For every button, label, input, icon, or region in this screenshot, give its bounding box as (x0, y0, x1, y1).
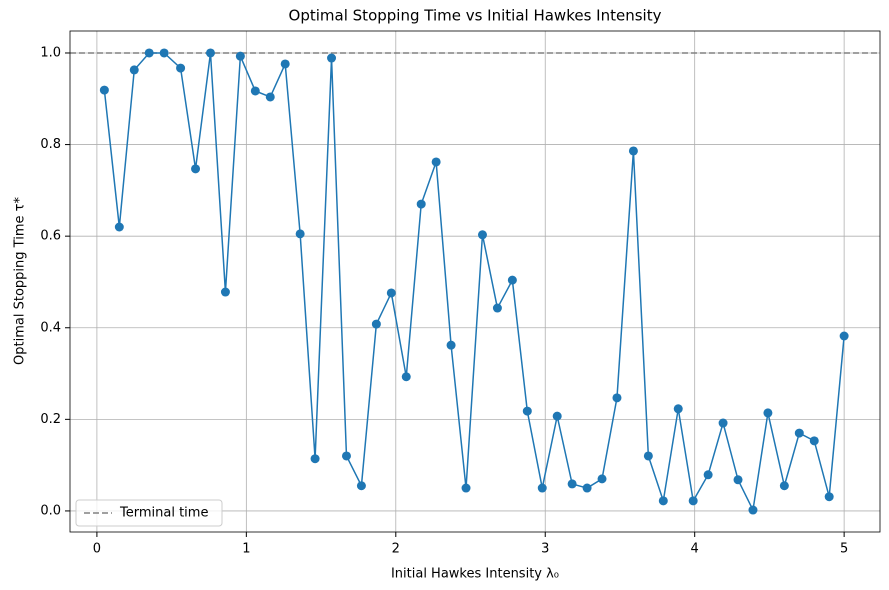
data-point (356, 481, 366, 491)
data-point (522, 406, 532, 416)
data-point (205, 48, 215, 58)
data-point (371, 319, 381, 329)
chart-title: Optimal Stopping Time vs Initial Hawkes … (289, 7, 662, 25)
data-point (144, 48, 154, 58)
data-point (191, 164, 201, 174)
data-point (461, 483, 471, 493)
data-point (220, 287, 230, 297)
data-point (794, 428, 804, 438)
x-axis-label: Initial Hawkes Intensity λ₀ (391, 567, 559, 582)
data-point (159, 48, 169, 58)
data-point (431, 157, 441, 167)
data-point (507, 275, 517, 285)
data-point (779, 481, 789, 491)
data-point (295, 229, 305, 239)
data-point (416, 199, 426, 209)
data-point (492, 303, 502, 313)
data-point (250, 86, 260, 96)
data-point (310, 454, 320, 464)
y-tick-label: 0.6 (40, 229, 61, 244)
data-point (552, 411, 562, 421)
y-tick-label: 0.0 (40, 503, 61, 518)
data-point (99, 85, 109, 95)
x-tick-label: 0 (93, 542, 101, 557)
data-point (733, 475, 743, 485)
data-point (597, 474, 607, 484)
data-point (176, 63, 186, 73)
data-point (280, 59, 290, 69)
y-tick-label: 0.4 (40, 320, 61, 335)
data-point (446, 340, 456, 350)
x-tick-label: 3 (541, 542, 549, 557)
data-point (673, 404, 683, 414)
data-point (477, 230, 487, 240)
x-tick-label: 4 (691, 542, 699, 557)
x-tick-label: 2 (392, 542, 400, 557)
data-point (327, 53, 337, 63)
y-tick-label: 1.0 (40, 45, 61, 60)
y-axis-label: Optimal Stopping Time τ* (13, 197, 28, 365)
data-point (688, 496, 698, 506)
data-point (401, 372, 411, 382)
data-point (763, 408, 773, 418)
data-point (567, 479, 577, 489)
data-point (537, 483, 547, 493)
data-point (265, 92, 275, 102)
data-point (703, 470, 713, 480)
data-point (341, 451, 351, 461)
data-point (824, 492, 834, 502)
data-point (129, 65, 139, 75)
data-point (582, 483, 592, 493)
data-point (718, 418, 728, 428)
data-point (643, 451, 653, 461)
legend-label: Terminal time (119, 506, 208, 521)
data-point (114, 222, 124, 232)
y-tick-label: 0.8 (40, 137, 61, 152)
data-point (386, 288, 396, 298)
data-point (628, 146, 638, 156)
data-point (612, 393, 622, 403)
plot-frame (69, 30, 881, 533)
data-line (103, 52, 845, 513)
legend-box (75, 499, 223, 527)
data-point (748, 505, 758, 515)
data-point (235, 51, 245, 61)
y-tick-label: 0.2 (40, 412, 61, 427)
data-point (839, 331, 849, 341)
x-tick-label: 5 (840, 542, 848, 557)
data-point (809, 436, 819, 446)
x-tick-label: 1 (242, 542, 250, 557)
data-point (658, 496, 668, 506)
